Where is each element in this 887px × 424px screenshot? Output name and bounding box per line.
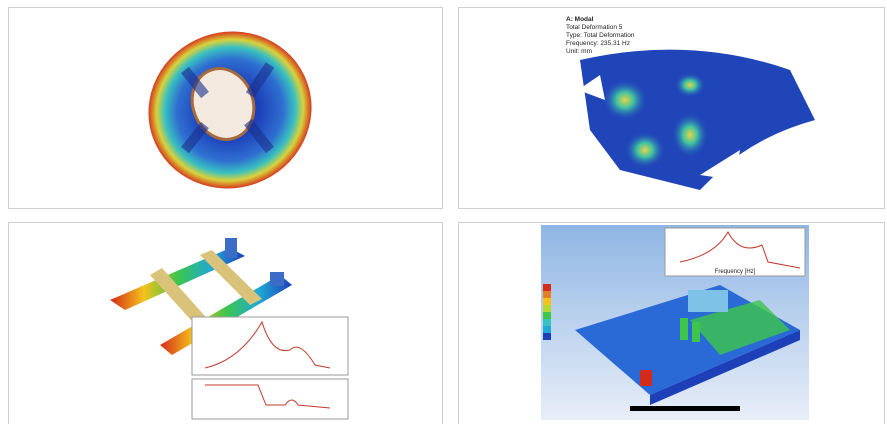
annotation-line: Frequency: 235.31 Hz xyxy=(566,40,630,47)
scale-bar xyxy=(630,406,740,411)
annotation-line: Unit: mm xyxy=(566,48,592,55)
annotation-line: Total Deformation 5 xyxy=(566,24,623,31)
gallery: A: Modal Total Deformation 5 Type: Total… xyxy=(0,0,887,424)
x-axis-label: Frequency [Hz] xyxy=(715,269,756,275)
page: A: Modal Total Deformation 5 Type: Total… xyxy=(0,0,887,424)
annotation-line: Type: Total Deformation xyxy=(566,32,635,39)
response-plot xyxy=(192,317,348,375)
annotation-title: A: Modal xyxy=(566,16,594,23)
legend-colorbar xyxy=(543,284,551,340)
